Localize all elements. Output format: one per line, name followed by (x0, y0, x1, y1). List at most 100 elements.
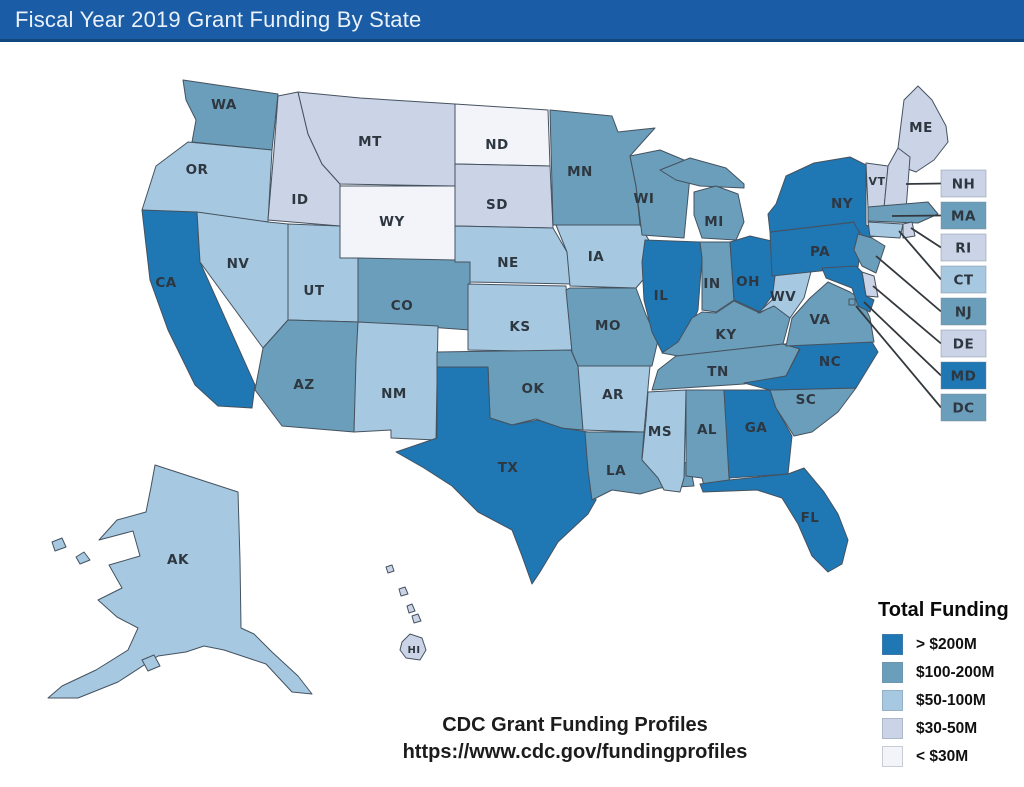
legend-item-0: > $200M (876, 634, 1024, 655)
callout-box-ct[interactable] (940, 265, 987, 294)
callout-line-ma (891, 214, 942, 217)
state-fl[interactable] (699, 467, 849, 573)
state-hi[interactable] (411, 613, 422, 624)
state-label-nv: NV (227, 256, 250, 272)
callout-line-de (872, 285, 942, 345)
state-label-nc: NC (819, 354, 841, 370)
callout-box-nj[interactable] (940, 297, 987, 326)
callout-box-md[interactable] (940, 361, 987, 390)
legend-item-4: < $30M (876, 746, 1024, 767)
state-label-ia: IA (588, 249, 605, 265)
state-label-mn: MN (567, 164, 593, 180)
callout-line-ri (910, 227, 942, 249)
state-hi[interactable] (398, 586, 409, 597)
state-nj[interactable] (853, 233, 886, 274)
state-label-ks: KS (509, 319, 530, 335)
callout-box-ri[interactable] (940, 233, 987, 262)
callout-box-de[interactable] (940, 329, 987, 358)
state-nm[interactable] (353, 321, 439, 441)
callout-label-de: DE (953, 337, 974, 353)
legend-swatch-1 (882, 662, 903, 683)
state-hi[interactable] (399, 633, 427, 661)
state-labels-layer: WA OR CA NV ID MT WY UT CO AZ NM ND SD NE KS OK TX MN IA MO… (155, 97, 933, 656)
state-tx[interactable] (395, 366, 597, 585)
state-ak[interactable] (47, 464, 313, 699)
state-mo[interactable] (565, 287, 659, 367)
state-label-ca: CA (155, 275, 176, 291)
callout-box-dc[interactable] (940, 393, 987, 422)
title-bar: Fiscal Year 2019 Grant Funding By State (0, 0, 1024, 42)
state-sd[interactable] (454, 163, 554, 229)
legend-label-4: < $30M (916, 747, 969, 765)
callout-box-ma[interactable] (940, 201, 987, 230)
state-label-ok: OK (522, 381, 545, 397)
legend-title: Total Funding (878, 599, 1009, 621)
state-nc[interactable] (743, 341, 879, 391)
state-ak[interactable] (51, 537, 67, 552)
callout-line-md (863, 301, 942, 377)
callout-lines-layer (855, 182, 942, 409)
state-ak[interactable] (141, 654, 161, 672)
state-label-ar: AR (602, 387, 624, 403)
state-ne[interactable] (454, 225, 573, 285)
callout-label-nj: NJ (955, 305, 972, 321)
state-label-or: OR (186, 162, 209, 178)
callout-line-dc (855, 305, 942, 409)
state-mi[interactable] (659, 157, 745, 189)
legend-swatch-3 (882, 718, 903, 739)
state-label-nd: ND (485, 137, 509, 153)
state-label-mo: MO (595, 318, 621, 334)
state-wa[interactable] (182, 79, 279, 151)
state-md[interactable] (821, 265, 875, 313)
state-label-sc: SC (796, 392, 817, 408)
state-label-ms: MS (648, 424, 672, 440)
state-label-hi: HI (407, 645, 420, 656)
state-label-wa: WA (211, 97, 237, 113)
state-label-va: VA (810, 312, 831, 328)
state-ri[interactable] (902, 221, 916, 239)
legend-item-1: $100-200M (876, 662, 1024, 683)
callout-box-nh[interactable] (940, 169, 987, 198)
callout-boxes-layer: NH MA RI CT NJ DE MD DC (940, 169, 987, 422)
state-ct[interactable] (867, 221, 904, 239)
callout-label-ri: RI (955, 241, 971, 257)
state-mt[interactable] (297, 91, 456, 187)
state-or[interactable] (141, 141, 273, 223)
state-label-in: IN (703, 276, 720, 292)
state-mi[interactable] (693, 185, 745, 241)
state-dc[interactable] (848, 298, 856, 306)
state-ms[interactable] (641, 389, 687, 493)
state-label-sd: SD (486, 197, 508, 213)
state-label-mt: MT (358, 134, 382, 150)
state-label-me: ME (909, 120, 933, 136)
state-label-la: LA (606, 463, 626, 479)
state-hi[interactable] (406, 603, 416, 614)
callout-line-nh (905, 182, 942, 185)
callout-label-nh: NH (952, 177, 976, 193)
state-label-wv: WV (770, 289, 796, 305)
state-ks[interactable] (467, 283, 573, 353)
caption-url-link[interactable]: https://www.cdc.gov/fundingprofiles (402, 741, 748, 763)
state-label-wy: WY (379, 214, 405, 230)
state-label-vt: VT (868, 175, 885, 188)
legend-swatch-2 (882, 690, 903, 711)
callout-label-dc: DC (952, 401, 974, 417)
callout-label-md: MD (951, 369, 977, 385)
state-label-nm: NM (381, 386, 407, 402)
state-ak[interactable] (75, 551, 91, 565)
state-label-ut: UT (303, 283, 324, 299)
state-label-ne: NE (497, 255, 519, 271)
state-nd[interactable] (454, 103, 551, 167)
state-label-co: CO (391, 298, 413, 314)
state-ma[interactable] (867, 201, 939, 224)
legend-item-3: $30-50M (876, 718, 1024, 739)
state-hi[interactable] (385, 564, 395, 574)
state-al[interactable] (685, 389, 731, 489)
state-label-il: IL (654, 288, 669, 304)
state-label-tx: TX (498, 460, 519, 476)
state-co[interactable] (357, 257, 471, 331)
state-label-az: AZ (293, 377, 314, 393)
legend-label-1: $100-200M (916, 663, 995, 681)
state-nh[interactable] (883, 147, 911, 211)
